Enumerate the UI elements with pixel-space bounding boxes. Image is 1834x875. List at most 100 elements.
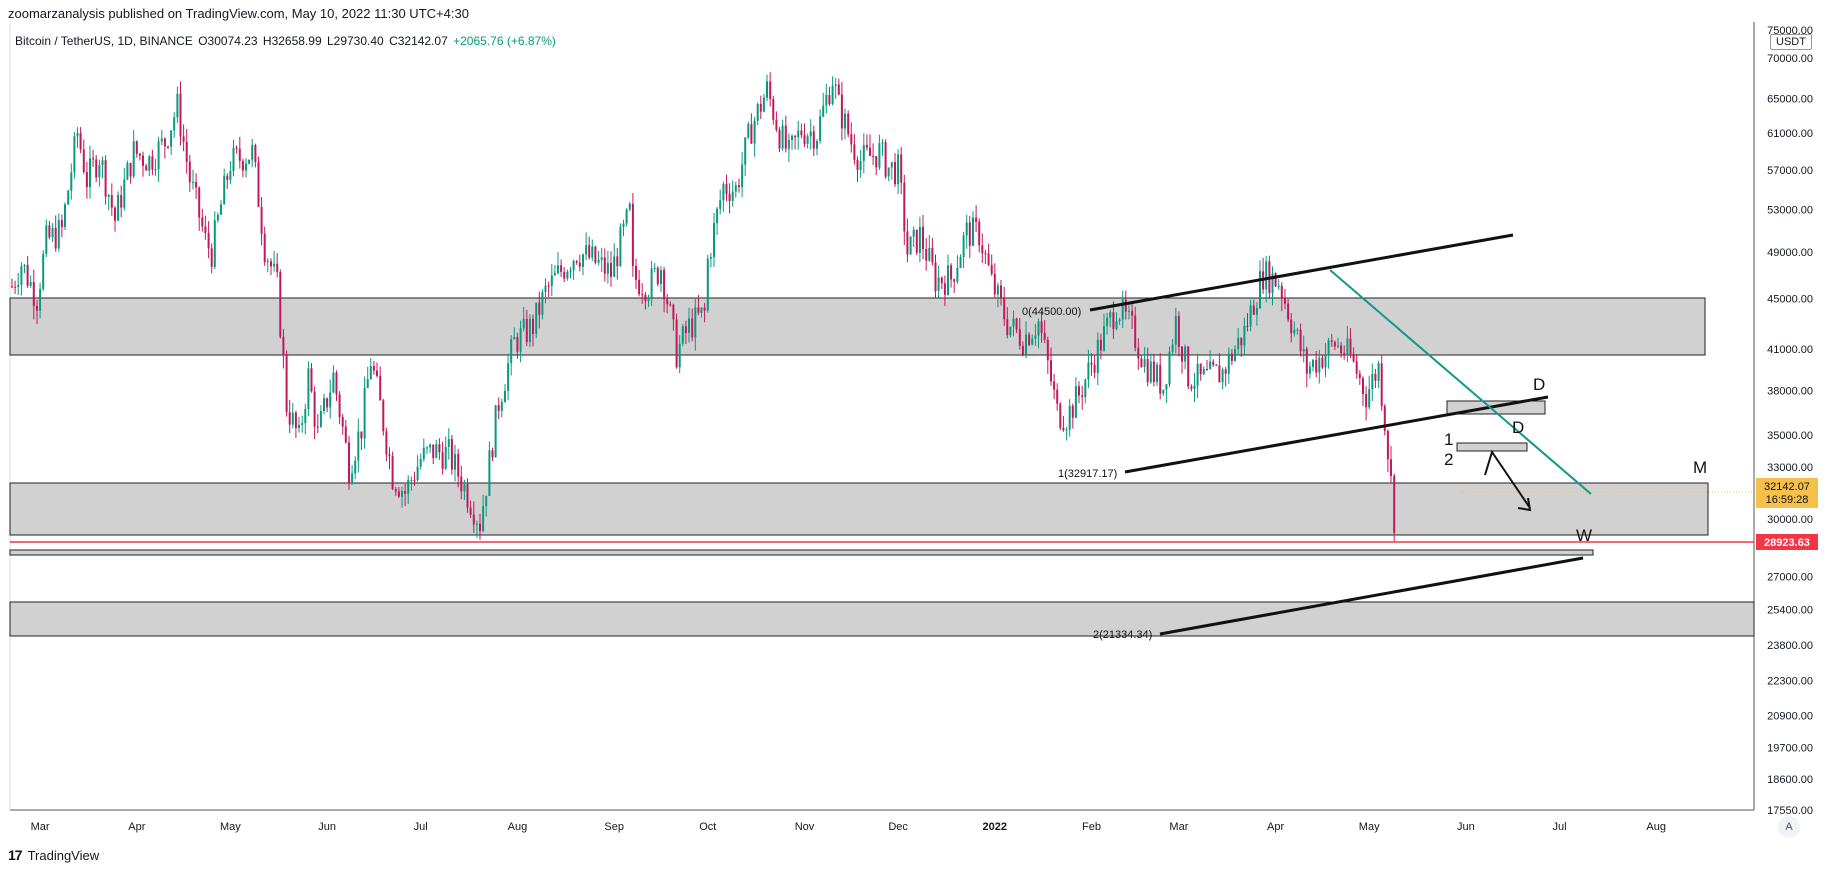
symbol-name[interactable]: Bitcoin / TetherUS, 1D, BINANCE	[15, 34, 193, 48]
candle-body	[270, 261, 272, 267]
currency-unit-label[interactable]: USDT	[1770, 34, 1812, 50]
candle-body	[469, 507, 472, 515]
candle-body	[313, 391, 316, 427]
fib-label-1[interactable]: 1(32917.17)	[1058, 468, 1117, 480]
candle-body	[753, 120, 756, 144]
channel-lower-line[interactable]	[1124, 395, 1549, 474]
price-axis[interactable]: 70000.00 65000.00 61000.00 57000.00 53000.00…	[1767, 25, 1813, 817]
candle-body	[628, 203, 631, 210]
label-wave-2[interactable]: 2	[1444, 450, 1453, 469]
candle-body	[978, 221, 981, 246]
candle-body	[479, 523, 481, 532]
candle-body	[126, 162, 129, 180]
candle-body	[1243, 326, 1246, 346]
candle-body	[42, 253, 45, 289]
candle-body	[207, 232, 210, 249]
candle-body	[996, 285, 999, 295]
descending-trendline[interactable]	[1329, 269, 1592, 495]
candle-body	[1084, 379, 1087, 397]
candle-body	[847, 113, 850, 135]
zone-resistance[interactable]	[9, 297, 1706, 356]
price-tick-label: 41000.00	[1767, 344, 1813, 356]
ohlc-change: +2065.76 (+6.87%)	[453, 34, 556, 48]
auto-scale-button[interactable]: A	[1778, 816, 1800, 838]
zone-current[interactable]	[9, 482, 1709, 536]
time-tick-label: Jun	[318, 821, 336, 833]
candle-body	[1249, 305, 1252, 327]
candle-body	[1156, 364, 1158, 383]
candle-body	[535, 302, 538, 334]
candle-body	[1177, 316, 1180, 347]
candle-body	[840, 94, 843, 129]
fib-extension-line[interactable]	[1159, 556, 1584, 636]
candle-body	[557, 265, 559, 273]
candle-body	[204, 226, 207, 233]
candle-body	[307, 368, 310, 409]
symbol-legend[interactable]: Bitcoin / TetherUS, 1D, BINANCE O30074.2…	[15, 34, 558, 48]
candle-body	[273, 263, 276, 267]
line-price-tag[interactable]	[1756, 534, 1818, 550]
candle-body	[76, 133, 79, 137]
candle-body	[29, 282, 32, 286]
zone-d-lower[interactable]	[1456, 442, 1528, 452]
candle-body	[95, 159, 98, 178]
candle-body	[117, 195, 120, 221]
candle-body	[438, 444, 441, 453]
candle-body	[1312, 360, 1314, 367]
candle-body	[1162, 389, 1165, 394]
time-tick-label: Feb	[1082, 821, 1101, 833]
time-axis[interactable]: Mar Apr May Jun Jul Aug Sep Oct Nov Dec 2022 Feb Mar…	[31, 821, 1666, 833]
price-tick-label: 53000.00	[1767, 204, 1813, 216]
candle-body	[157, 141, 160, 170]
channel-upper-line[interactable]	[1089, 233, 1514, 312]
price-tick-label: 35000.00	[1767, 430, 1813, 442]
candle-body	[834, 84, 837, 86]
candle-body	[560, 265, 563, 272]
candle-body	[460, 476, 463, 492]
tradingview-footer[interactable]: 17 TradingView	[8, 847, 99, 863]
candle-body	[198, 187, 201, 218]
candle-body	[544, 285, 547, 292]
candle-body	[819, 116, 822, 142]
zone-thin[interactable]	[9, 549, 1594, 556]
fib-label-2[interactable]: 2(21334.34)	[1093, 629, 1152, 641]
candle-body	[329, 392, 332, 408]
candle-body	[678, 343, 681, 368]
candle-body	[803, 135, 806, 144]
candle-body	[351, 473, 354, 484]
label-m[interactable]: M	[1693, 458, 1707, 477]
candle-body	[432, 444, 435, 458]
price-tick-label: 19700.00	[1767, 743, 1813, 755]
candle-body	[1287, 303, 1290, 320]
candle-body	[251, 145, 254, 160]
candle-body	[36, 306, 38, 311]
label-wave-1[interactable]: 1	[1444, 430, 1453, 449]
current-price-tag[interactable]	[1756, 478, 1818, 508]
projection-arrow[interactable]	[1484, 449, 1531, 509]
candle-body	[210, 248, 213, 267]
candle-body	[909, 236, 912, 255]
candle-body	[463, 484, 466, 492]
candle-body	[1327, 340, 1330, 356]
candle-body	[82, 149, 85, 173]
zone-lower[interactable]	[9, 601, 1755, 637]
label-w[interactable]: W	[1576, 526, 1592, 545]
candle-body	[26, 265, 29, 286]
time-tick-label: Apr	[1267, 821, 1284, 833]
label-d-lower[interactable]: D	[1512, 418, 1524, 437]
candle-body	[429, 444, 432, 448]
fib-label-0[interactable]: 0(44500.00)	[1022, 306, 1081, 318]
candle-body	[397, 491, 400, 497]
candle-body	[475, 523, 478, 525]
candle-body	[831, 85, 834, 104]
candle-body	[525, 318, 528, 342]
candle-body	[575, 261, 578, 263]
candle-body	[1137, 347, 1140, 359]
label-d-upper[interactable]: D	[1533, 375, 1545, 394]
candle-body	[600, 257, 603, 260]
publish-header: zoomarzanalysis published on TradingView…	[8, 6, 469, 21]
price-tick-label: 33000.00	[1767, 462, 1813, 474]
candle-body	[1053, 381, 1056, 390]
candle-body	[1062, 427, 1065, 431]
